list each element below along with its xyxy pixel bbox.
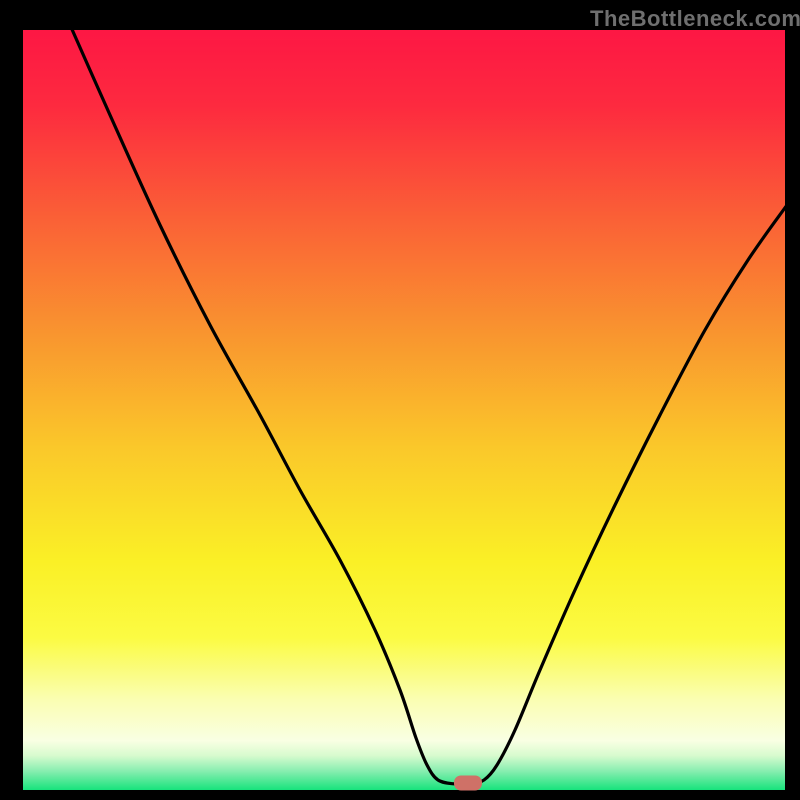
watermark-text: TheBottleneck.com xyxy=(590,6,800,32)
bottleneck-curve xyxy=(63,9,787,785)
bottleneck-marker xyxy=(454,776,482,791)
curve-overlay xyxy=(0,0,800,800)
